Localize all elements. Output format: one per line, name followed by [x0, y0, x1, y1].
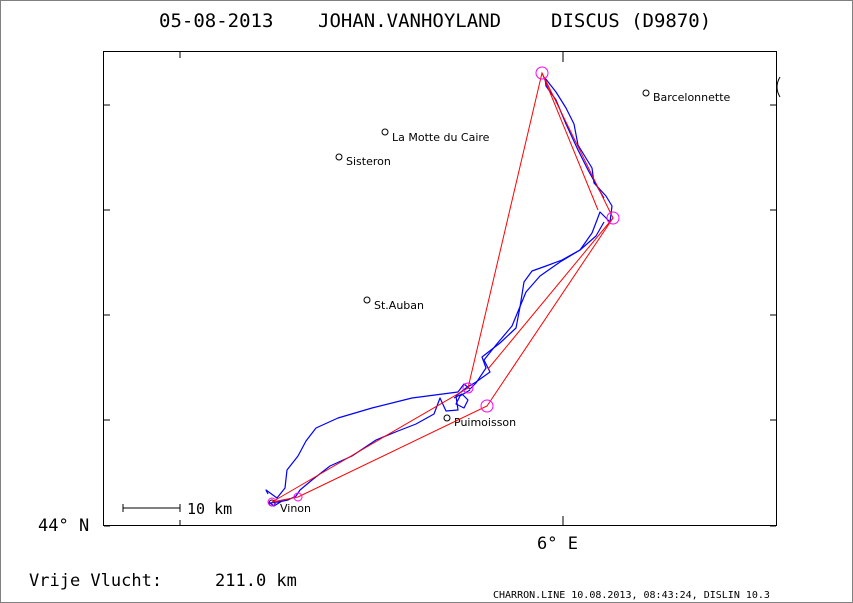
- title-pilot: JOHAN.VANHOYLAND: [318, 10, 501, 32]
- place-puimoisson: Puimoisson: [443, 414, 516, 429]
- place-sisteron: Sisteron: [335, 153, 391, 168]
- place-label: Barcelonnette: [653, 91, 731, 104]
- turnpoint-marker-icon: [480, 399, 494, 413]
- place-marker-icon: [335, 153, 343, 161]
- place-label: St.Auban: [374, 299, 424, 312]
- place-label: Puimoisson: [454, 416, 516, 429]
- scale-bar: [122, 504, 181, 512]
- place-la-motte-du-caire: La Motte du Caire: [381, 128, 490, 144]
- turnpoint-marker-icon: [462, 382, 474, 394]
- place-marker-icon: [381, 128, 389, 136]
- title-date: 05-08-2013: [159, 10, 273, 32]
- turnpoint-marker-icon: [293, 492, 303, 502]
- scale-bar-label: 10 km: [187, 500, 232, 518]
- distance-label: Vrije Vlucht:: [29, 571, 162, 591]
- turnpoints: [267, 66, 620, 507]
- title-glider: DISCUS (D9870): [551, 10, 711, 32]
- place-label: Sisteron: [346, 155, 391, 168]
- flight-track-return: [269, 221, 605, 507]
- flight-track: [265, 77, 613, 499]
- place-marker-icon: [443, 414, 451, 422]
- credit-line: CHARRON.LINE 10.08.2013, 08:43:24, DISLI…: [493, 590, 770, 601]
- place-marker-icon: [363, 296, 371, 304]
- axis-ticks: [104, 52, 776, 527]
- place-st-auban: St.Auban: [363, 296, 424, 312]
- longitude-label: 6° E: [537, 534, 578, 554]
- flight-track-loop: [453, 389, 471, 409]
- task-lines: [271, 71, 614, 503]
- edge-mark: [776, 76, 781, 98]
- latitude-label: 44° N: [38, 516, 89, 536]
- turnpoint-marker-icon: [535, 66, 549, 80]
- place-barcelonnette: Barcelonnette: [642, 89, 731, 104]
- place-label: La Motte du Caire: [392, 131, 490, 144]
- place-label: Vinon: [280, 502, 311, 515]
- distance-value: 211.0 km: [215, 571, 297, 591]
- map-frame: [103, 51, 777, 526]
- turnpoint-marker-icon: [267, 497, 277, 507]
- place-marker-icon: [642, 89, 650, 97]
- turnpoint-marker-icon: [606, 211, 620, 225]
